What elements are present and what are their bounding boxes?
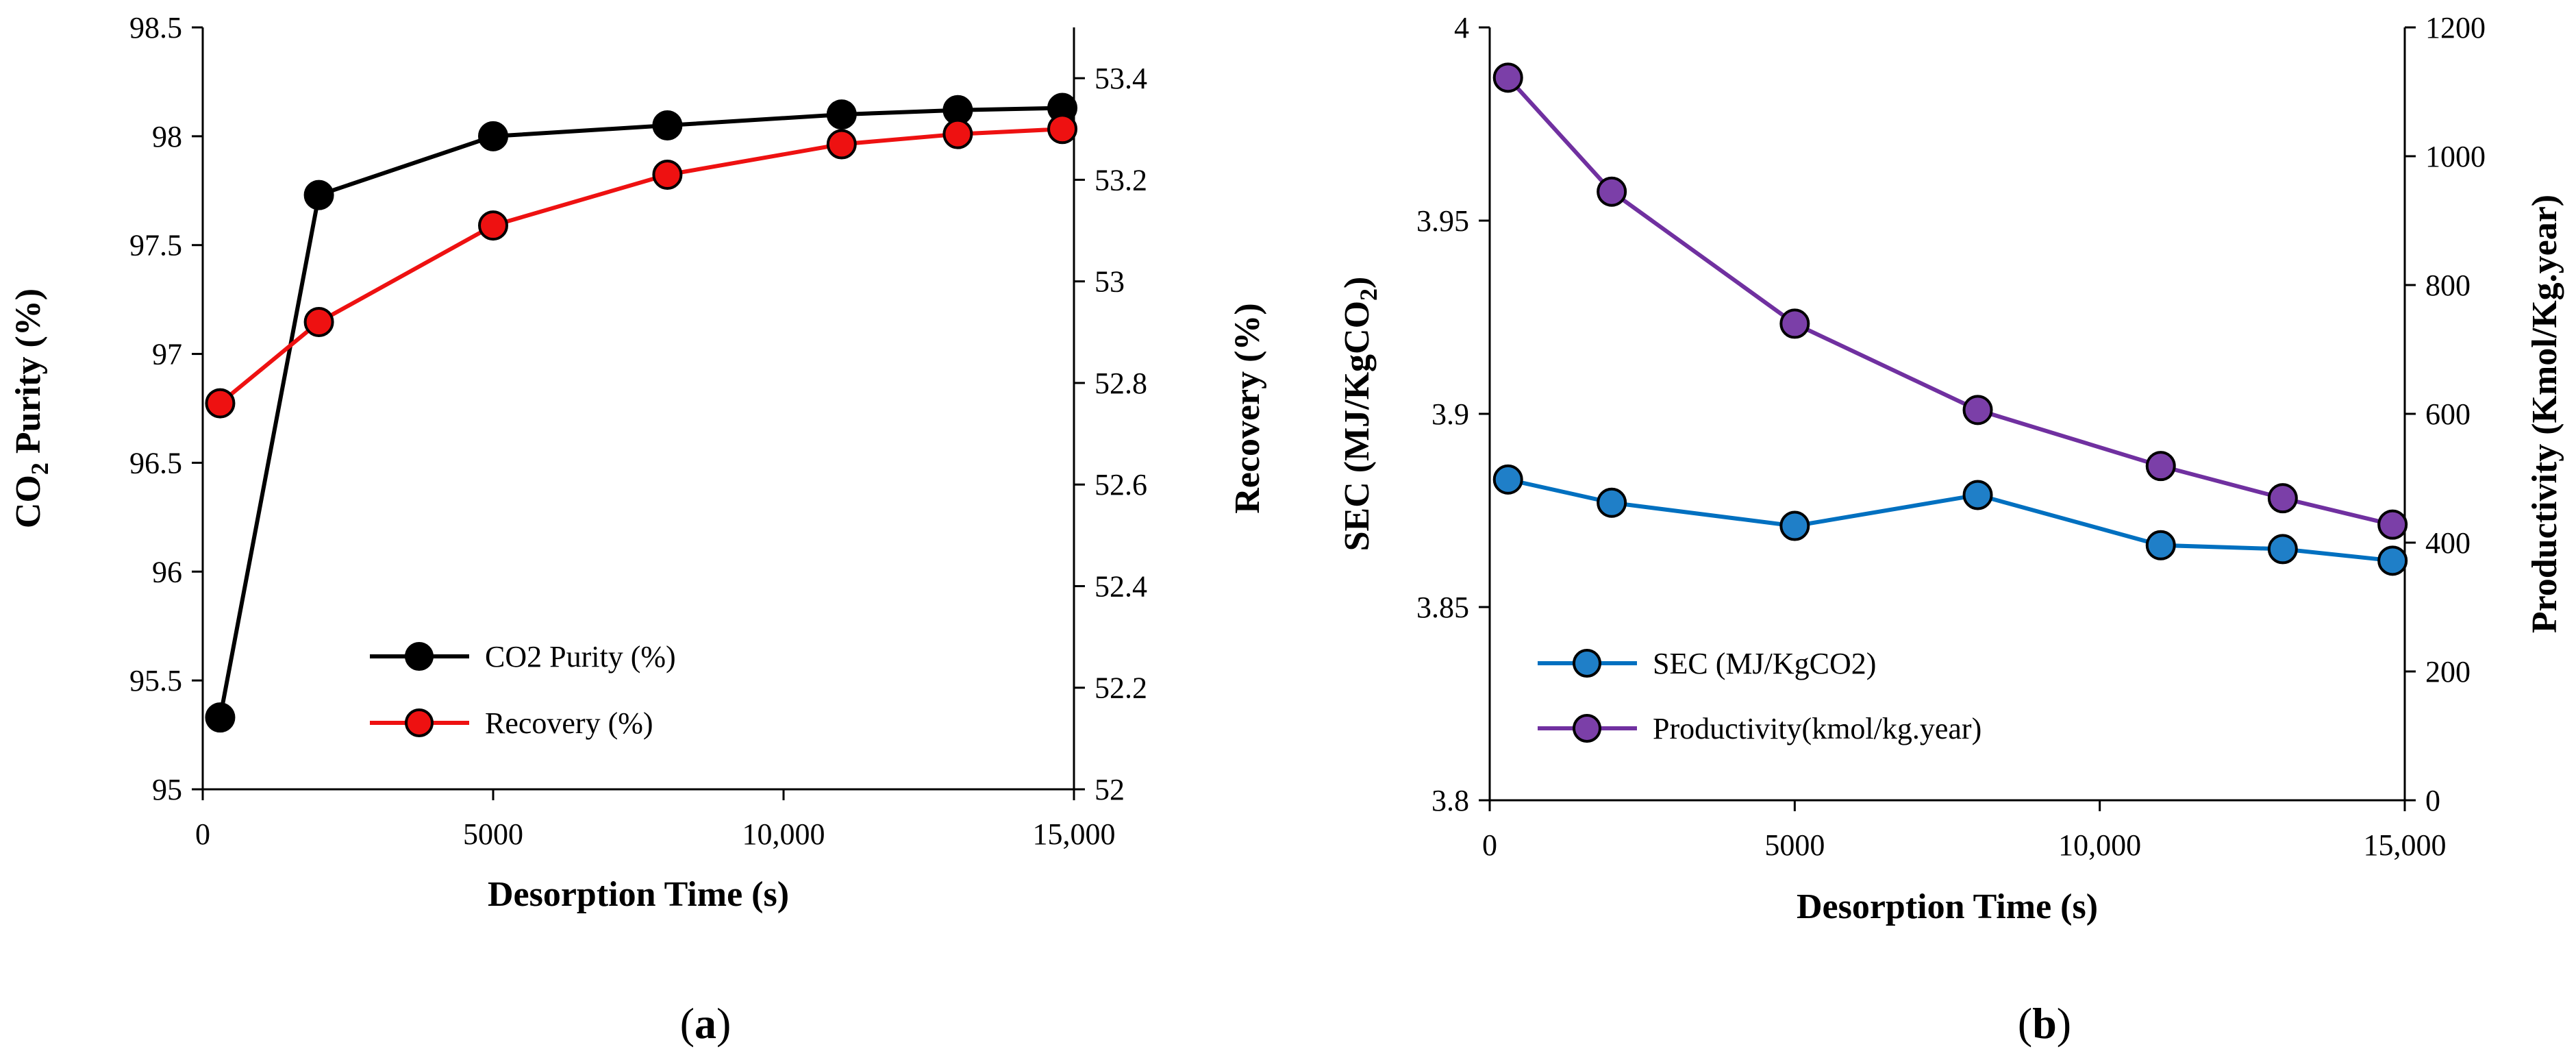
y-left-tick-label: 3.9 bbox=[1431, 397, 1469, 431]
x-tick-label: 15,000 bbox=[2364, 828, 2447, 862]
series-1-marker bbox=[2377, 509, 2408, 540]
y-left-tick-label: 3.95 bbox=[1416, 204, 1469, 238]
series-0-marker bbox=[2267, 534, 2298, 565]
x-tick-label: 10,000 bbox=[2058, 828, 2141, 862]
subfigure-caption: (a) bbox=[680, 999, 731, 1048]
x-tick-label: 0 bbox=[1482, 828, 1497, 862]
y-left-tick-label: 3.8 bbox=[1431, 784, 1469, 817]
x-tick-label: 0 bbox=[195, 817, 210, 851]
y-right-tick-label: 52.2 bbox=[1095, 671, 1147, 705]
chart-a: 0 5000 10,000 15,000 95 95.5 96 96.5 97 97.5 98 98.… bbox=[9, 11, 1267, 1048]
series-1-marker bbox=[1047, 114, 1078, 145]
y-left-tick-label: 95 bbox=[152, 773, 182, 806]
caption-close-paren: ) bbox=[716, 999, 731, 1048]
legend-label: Productivity(kmol/kg.year) bbox=[1653, 712, 1981, 745]
series-1-marker bbox=[205, 388, 236, 419]
series-1-marker bbox=[2145, 451, 2176, 482]
series-0-marker bbox=[2145, 530, 2176, 560]
y-right-tick-label: 52 bbox=[1095, 773, 1125, 806]
y-axis-label-left: SEC (MJ/KgCO2) bbox=[1338, 277, 1382, 552]
y-right-tick-label: 200 bbox=[2425, 655, 2471, 689]
y-axis-label-right: Recovery (%) bbox=[1228, 303, 1267, 514]
subfigure-caption: (b) bbox=[2018, 999, 2071, 1048]
y-right-tick-label: 600 bbox=[2425, 397, 2471, 431]
series-line-1 bbox=[1506, 76, 2393, 527]
series-1-marker bbox=[1779, 308, 1810, 339]
legend-label: CO2 Purity (%) bbox=[485, 640, 676, 674]
series-line-1 bbox=[218, 127, 1063, 405]
x-axis-label: Desorption Time (s) bbox=[1797, 887, 2098, 926]
y-right-tick-label: 0 bbox=[2425, 784, 2440, 817]
y-label-left-main: CO bbox=[9, 475, 48, 528]
y-label-left-subscript: 2 bbox=[26, 462, 53, 475]
y-right-tick-label: 53.4 bbox=[1095, 62, 1147, 95]
caption-letter: a bbox=[695, 999, 716, 1048]
series-1-marker bbox=[826, 129, 857, 160]
x-axis-label: Desorption Time (s) bbox=[488, 875, 789, 914]
series-0-marker bbox=[1962, 480, 1993, 510]
y-right-tick-label: 52.6 bbox=[1095, 468, 1147, 502]
y-axis-label-right: Productivity (Kmol/Kg.year) bbox=[2525, 195, 2564, 633]
y-right-tick-label: 1000 bbox=[2425, 140, 2486, 173]
y-label-left-main: SEC (MJ/KgCO bbox=[1338, 301, 1377, 551]
series-0-marker bbox=[205, 702, 236, 733]
series-1-marker bbox=[2267, 483, 2298, 514]
y-left-tick-label: 97 bbox=[152, 338, 182, 371]
chart-b: 0 5000 10,000 15,000 3.8 3.85 3.9 3.95 4 0 200 400 6… bbox=[1338, 11, 2564, 1048]
x-tick-label: 10,000 bbox=[742, 817, 825, 851]
series-0-marker bbox=[2377, 545, 2408, 576]
legend-marker bbox=[1573, 714, 1601, 743]
y-label-left-rest: Purity (%) bbox=[9, 288, 48, 462]
y-right-tick-label: 800 bbox=[2425, 269, 2471, 302]
series-1-marker bbox=[1962, 395, 1993, 425]
x-tick-label: 15,000 bbox=[1033, 817, 1116, 851]
y-right-tick-label: 1200 bbox=[2425, 11, 2486, 45]
y-left-tick-label: 3.85 bbox=[1416, 591, 1469, 624]
legend-label: SEC (MJ/KgCO2) bbox=[1653, 647, 1876, 680]
series-1-marker bbox=[1597, 176, 1627, 207]
series-1-marker bbox=[1492, 62, 1523, 93]
y-left-tick-label: 98 bbox=[152, 120, 182, 153]
series-0-marker bbox=[652, 110, 683, 140]
y-right-tick-label: 400 bbox=[2425, 526, 2471, 560]
x-tick-label: 5000 bbox=[1764, 828, 1825, 862]
y-right-tick-label: 52.8 bbox=[1095, 367, 1147, 400]
y-axis-label-left: CO2 Purity (%) bbox=[9, 288, 53, 528]
legend-marker bbox=[405, 708, 434, 737]
y-left-tick-label: 95.5 bbox=[129, 664, 182, 697]
series-1-marker bbox=[652, 159, 683, 190]
legend-marker bbox=[1573, 649, 1601, 678]
series-1-marker bbox=[303, 306, 334, 337]
series-0-marker bbox=[1779, 510, 1810, 541]
series-1-marker bbox=[942, 119, 973, 149]
y-right-tick-label: 52.4 bbox=[1095, 569, 1147, 603]
series-0-marker bbox=[1597, 487, 1627, 518]
y-left-tick-label: 97.5 bbox=[129, 229, 182, 262]
y-left-tick-label: 98.5 bbox=[129, 11, 182, 45]
caption-open-paren: ( bbox=[2018, 999, 2032, 1048]
y-label-left-rest: ) bbox=[1338, 277, 1377, 288]
x-tick-label: 5000 bbox=[463, 817, 523, 851]
y-left-tick-label: 4 bbox=[1454, 11, 1469, 45]
y-left-tick-label: 96.5 bbox=[129, 446, 182, 480]
series-1-marker bbox=[478, 210, 508, 241]
series-0-marker bbox=[303, 180, 334, 210]
series-line-0 bbox=[218, 106, 1063, 718]
y-right-tick-label: 53.2 bbox=[1095, 163, 1147, 197]
legend-marker bbox=[405, 642, 434, 671]
legend-label: Recovery (%) bbox=[485, 706, 653, 740]
y-left-tick-label: 96 bbox=[152, 555, 182, 589]
y-label-left-subscript: 2 bbox=[1355, 288, 1382, 301]
caption-letter: b bbox=[2032, 999, 2057, 1048]
y-right-tick-label: 53 bbox=[1095, 265, 1125, 299]
series-0-marker bbox=[1492, 464, 1523, 495]
caption-open-paren: ( bbox=[680, 999, 695, 1048]
caption-close-paren: ) bbox=[2057, 999, 2071, 1048]
series-0-marker bbox=[826, 99, 857, 130]
series-0-marker bbox=[478, 121, 508, 151]
